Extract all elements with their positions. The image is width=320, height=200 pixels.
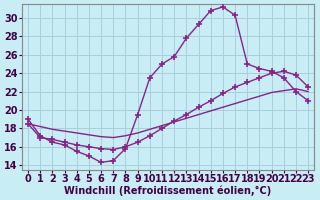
X-axis label: Windchill (Refroidissement éolien,°C): Windchill (Refroidissement éolien,°C) xyxy=(64,185,272,196)
